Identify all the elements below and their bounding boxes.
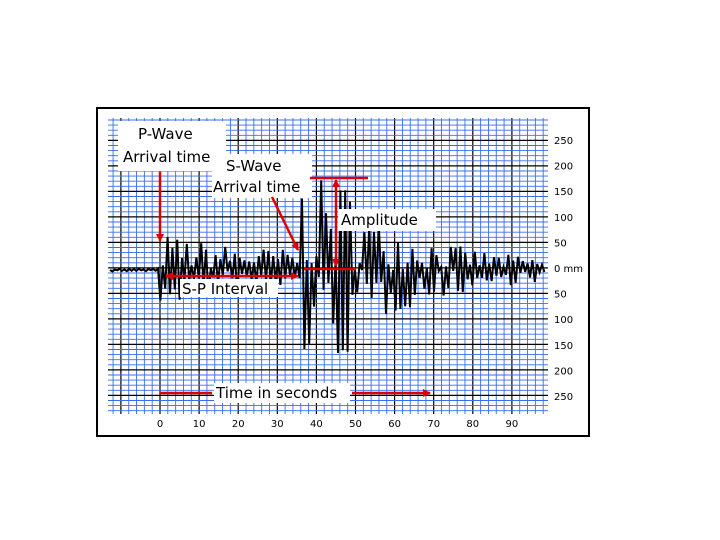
y-tick-label: 0 mm bbox=[554, 264, 583, 275]
label-bg bbox=[214, 383, 350, 403]
x-tick-label: 50 bbox=[349, 419, 362, 430]
y-tick-label: 50 bbox=[554, 238, 567, 249]
x-tick-label: 70 bbox=[427, 419, 440, 430]
x-tick-label: 10 bbox=[193, 419, 206, 430]
y-tick-label: 50 bbox=[554, 290, 567, 301]
x-tick-label: 80 bbox=[466, 419, 479, 430]
y-tick-label: 200 bbox=[554, 366, 573, 377]
label-bg bbox=[118, 121, 226, 171]
s-wave-label: Arrival time bbox=[213, 178, 300, 196]
x-tick-label: 20 bbox=[232, 419, 245, 430]
y-tick-label: 200 bbox=[554, 162, 573, 173]
ticks: 0 10 20 30 40 50 60 70 80 90 250 200 150 100 50 0 mm 50 1… bbox=[157, 136, 583, 430]
sp-interval-label: S-P Interval bbox=[182, 280, 268, 298]
trace-group bbox=[109, 180, 546, 354]
s-wave-label: S-Wave bbox=[226, 157, 282, 175]
time-axis-label: Time in seconds bbox=[215, 384, 337, 402]
y-tick-label: 150 bbox=[554, 341, 573, 352]
x-tick-label: 60 bbox=[388, 419, 401, 430]
y-tick-label: 150 bbox=[554, 187, 573, 198]
y-tick-label: 100 bbox=[554, 315, 573, 326]
x-tick-label: 40 bbox=[310, 419, 323, 430]
y-tick-label: 250 bbox=[554, 392, 573, 403]
y-tick-label: 100 bbox=[554, 213, 573, 224]
x-tick-label: 30 bbox=[271, 419, 284, 430]
p-wave-label: P-Wave bbox=[138, 125, 193, 143]
s-arrow bbox=[270, 196, 300, 251]
label-bg bbox=[180, 279, 278, 297]
p-wave-label: Arrival time bbox=[123, 148, 210, 166]
x-tick-label: 0 bbox=[157, 419, 163, 430]
y-tick-label: 250 bbox=[554, 136, 573, 147]
seismogram-trace bbox=[109, 180, 546, 354]
x-tick-label: 90 bbox=[506, 419, 519, 430]
amplitude-label: Amplitude bbox=[341, 211, 418, 229]
label-bg bbox=[212, 154, 312, 198]
label-bg bbox=[338, 209, 436, 231]
